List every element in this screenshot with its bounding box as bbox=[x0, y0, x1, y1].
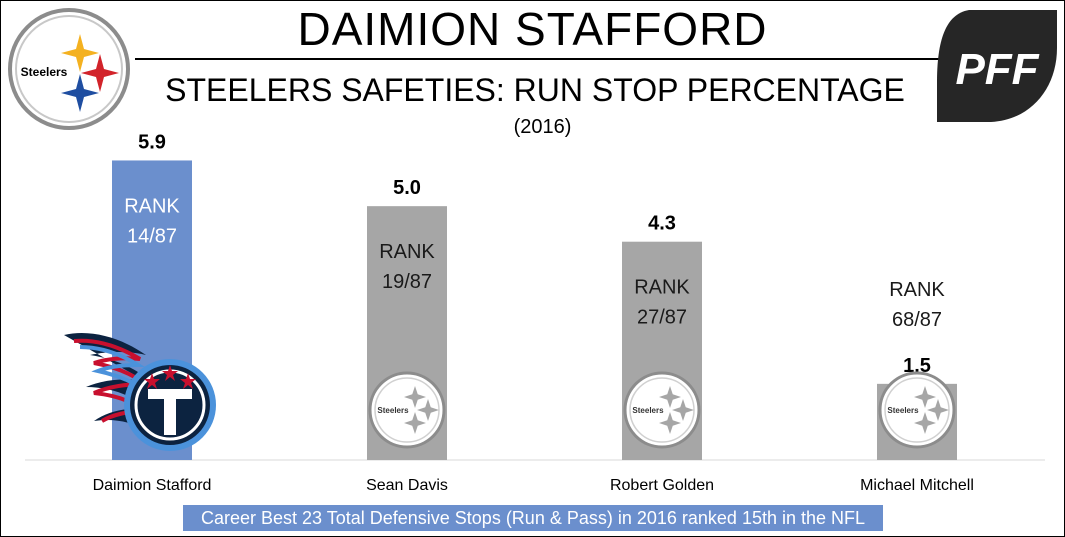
footnote-banner: Career Best 23 Total Defensive Stops (Ru… bbox=[183, 505, 883, 531]
steelers-emblem-star-top bbox=[914, 386, 936, 408]
value-label-3: 4.3 bbox=[648, 213, 676, 235]
steelers-emblem-star-top bbox=[659, 386, 681, 408]
steelers-logo-text: Steelers bbox=[21, 65, 68, 79]
steelers-emblem-star-right bbox=[672, 399, 694, 421]
steelers-emblem-star-bottom bbox=[914, 412, 936, 434]
rank-value-3: 27/87 bbox=[637, 307, 687, 329]
rank-value-1: 14/87 bbox=[127, 225, 177, 247]
titans-logo-icon bbox=[64, 333, 216, 451]
category-label-1: Daimion Stafford bbox=[93, 477, 212, 494]
steelers-emblem-star-bottom bbox=[659, 412, 681, 434]
rank-value-4: 68/87 bbox=[892, 309, 942, 331]
value-label-1: 5.9 bbox=[138, 131, 166, 153]
rank-word-1: RANK bbox=[124, 195, 180, 217]
pff-logo-text: PFF bbox=[955, 45, 1039, 94]
category-label-2: Sean Davis bbox=[366, 477, 448, 494]
value-label-2: 5.0 bbox=[393, 177, 421, 199]
steelers-emblem-text: Steelers bbox=[632, 406, 664, 415]
rank-value-2: 19/87 bbox=[382, 271, 432, 293]
chart-year: (2016) bbox=[513, 116, 572, 138]
steelers-emblem-star-top bbox=[404, 386, 426, 408]
steelers-emblem-text: Steelers bbox=[887, 406, 919, 415]
rank-word-4: RANK bbox=[889, 279, 945, 301]
category-label-3: Robert Golden bbox=[610, 477, 714, 494]
pff-logo-icon: PFF bbox=[937, 10, 1057, 122]
steelers-emblem-star-bottom bbox=[404, 412, 426, 434]
page-title: DAIMION STAFFORD bbox=[297, 3, 768, 55]
rank-word-3: RANK bbox=[634, 277, 690, 299]
rank-word-2: RANK bbox=[379, 241, 435, 263]
steelers-emblem-star-right bbox=[927, 399, 949, 421]
steelers-emblem-text: Steelers bbox=[377, 406, 409, 415]
value-label-4: 1.5 bbox=[903, 355, 931, 377]
category-label-4: Michael Mitchell bbox=[860, 477, 974, 494]
steelers-logo-icon: Steelers bbox=[8, 8, 130, 130]
steelers-emblem-star-right bbox=[417, 399, 439, 421]
title-divider bbox=[135, 58, 1025, 60]
chart-subtitle: STEELERS SAFETIES: RUN STOP PERCENTAGE bbox=[165, 72, 905, 108]
